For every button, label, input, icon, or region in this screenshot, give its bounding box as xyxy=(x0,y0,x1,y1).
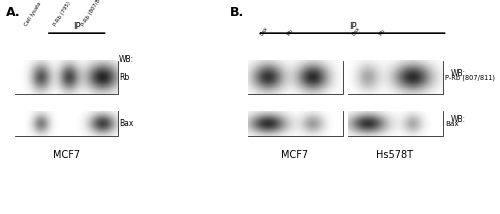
Text: WB:: WB: xyxy=(119,55,134,64)
Text: B.: B. xyxy=(230,6,244,19)
Text: Bax: Bax xyxy=(352,25,362,36)
Bar xyxy=(248,111,342,136)
Text: Bax: Bax xyxy=(119,119,134,128)
Bar xyxy=(348,111,442,136)
Text: P-Rb (795): P-Rb (795) xyxy=(52,0,72,27)
Text: MCF7: MCF7 xyxy=(52,150,80,160)
Text: MCF7: MCF7 xyxy=(282,150,308,160)
Text: Rb: Rb xyxy=(119,73,129,82)
Text: Rb: Rb xyxy=(378,28,386,36)
Text: A.: A. xyxy=(6,6,20,19)
Bar xyxy=(15,61,118,94)
Text: P-Rb (807/811): P-Rb (807/811) xyxy=(81,0,106,27)
Text: WB:: WB: xyxy=(451,114,466,124)
Text: Bax: Bax xyxy=(259,25,269,36)
Text: WB:: WB: xyxy=(451,68,466,78)
Text: Rb: Rb xyxy=(286,28,294,36)
Text: Hs578T: Hs578T xyxy=(376,150,414,160)
Text: P-Rb (807/811): P-Rb (807/811) xyxy=(445,74,495,81)
Bar xyxy=(248,61,342,94)
Bar xyxy=(348,61,442,94)
Text: IP: IP xyxy=(348,22,356,31)
Text: Cell lysate: Cell lysate xyxy=(24,1,43,27)
Bar xyxy=(15,111,118,136)
Text: IP: IP xyxy=(73,22,80,31)
Text: Bax: Bax xyxy=(445,120,458,127)
